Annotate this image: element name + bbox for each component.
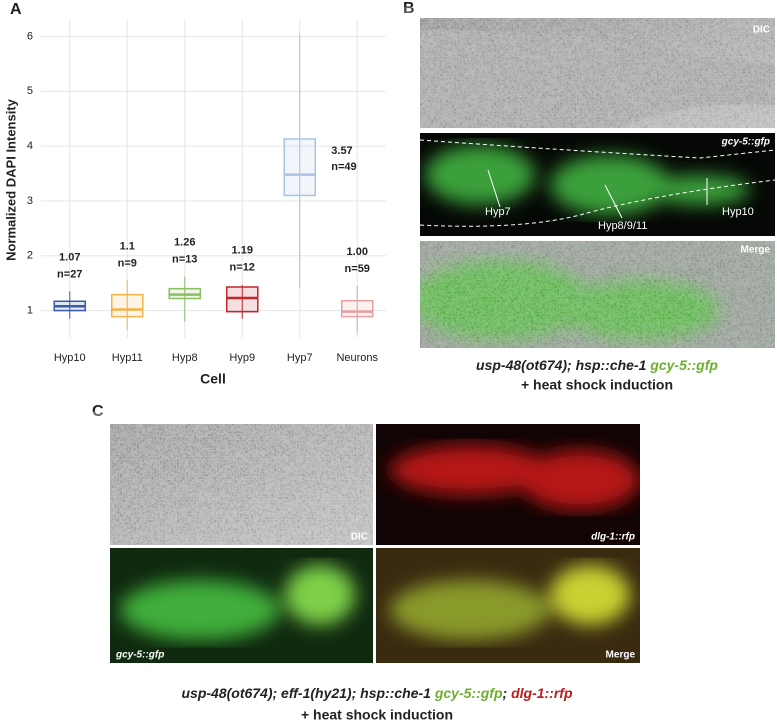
image-merge	[376, 548, 640, 663]
image-label: DIC	[351, 532, 368, 543]
caption-text: gcy-5::gfp	[649, 357, 718, 373]
caption-text: usp-48(ot674); hsp::che-1	[476, 357, 650, 373]
image-gfp	[420, 133, 775, 236]
caption: + heat shock induction	[521, 377, 673, 393]
x-axis-label: Cell	[200, 371, 226, 387]
mean-label: 1.00	[347, 246, 368, 258]
box	[283, 138, 317, 197]
caption-text: ;	[503, 685, 512, 701]
y-tick-label: 4	[27, 140, 33, 152]
image-dic	[110, 424, 373, 545]
image-rfp	[376, 424, 640, 545]
y-tick-label: 2	[27, 250, 33, 262]
n-label: n=9	[118, 257, 137, 269]
image-label: gcy-5::gfp	[721, 137, 770, 148]
cell-label: Hyp8/9/11	[598, 220, 647, 232]
mean-label: 1.26	[174, 236, 195, 248]
mean-label: 1.07	[59, 251, 80, 263]
box-plot: 1 2 3 4 5 6 Hyp10 1.07 n=27 Hyp11 1.1 n=9 Hyp8 1.26 n=…	[27, 20, 386, 364]
mean-label: 1.19	[232, 245, 253, 257]
panel-label: B	[403, 0, 415, 17]
n-label: n=12	[230, 262, 255, 274]
n-label: n=59	[345, 263, 370, 275]
image-label: Merge	[606, 650, 636, 661]
panel-label: A	[10, 1, 22, 18]
x-tick-label: Hyp10	[54, 352, 86, 364]
mean-label: 1.1	[120, 240, 135, 252]
image-label: dlg-1::rfp	[591, 532, 635, 543]
caption: usp-48(ot674); eff-1(hy21); hsp::che-1 g…	[181, 685, 572, 701]
image-merge	[420, 241, 775, 348]
y-tick-label: 3	[27, 195, 33, 207]
image-label: gcy-5::gfp	[115, 650, 164, 661]
x-tick-label: Hyp11	[112, 352, 143, 364]
x-tick-label: Neurons	[336, 352, 378, 364]
y-tick-label: 6	[27, 30, 33, 42]
n-label: n=27	[57, 268, 82, 280]
caption-text: usp-48(ot674); eff-1(hy21); hsp::che-1	[181, 685, 434, 701]
box	[110, 293, 144, 318]
y-tick-label: 1	[27, 304, 33, 316]
x-tick-label: Hyp7	[287, 352, 313, 364]
cell-label: Hyp7	[485, 206, 511, 218]
cell-label: Hyp10	[722, 206, 754, 218]
caption-text: gcy-5::gfp	[434, 685, 503, 701]
image-gfp	[110, 548, 373, 663]
x-tick-label: Hyp8	[172, 352, 198, 364]
image-label: DIC	[753, 25, 770, 36]
caption: + heat shock induction	[301, 707, 453, 723]
box	[340, 299, 374, 318]
x-tick-label: Hyp9	[229, 352, 255, 364]
n-label: n=49	[331, 161, 356, 173]
plot-area	[41, 20, 386, 338]
caption-text: dlg-1::rfp	[511, 685, 573, 701]
image-dic	[420, 18, 775, 128]
y-tick-label: 5	[27, 85, 33, 97]
caption: usp-48(ot674); hsp::che-1 gcy-5::gfp	[476, 357, 718, 373]
image-label: Merge	[741, 245, 771, 256]
box	[225, 286, 259, 313]
mean-label: 3.57	[331, 145, 352, 157]
n-label: n=13	[172, 253, 197, 265]
panel-label: C	[92, 403, 104, 420]
y-axis-label: Normalized DAPI Intensity	[3, 98, 18, 261]
